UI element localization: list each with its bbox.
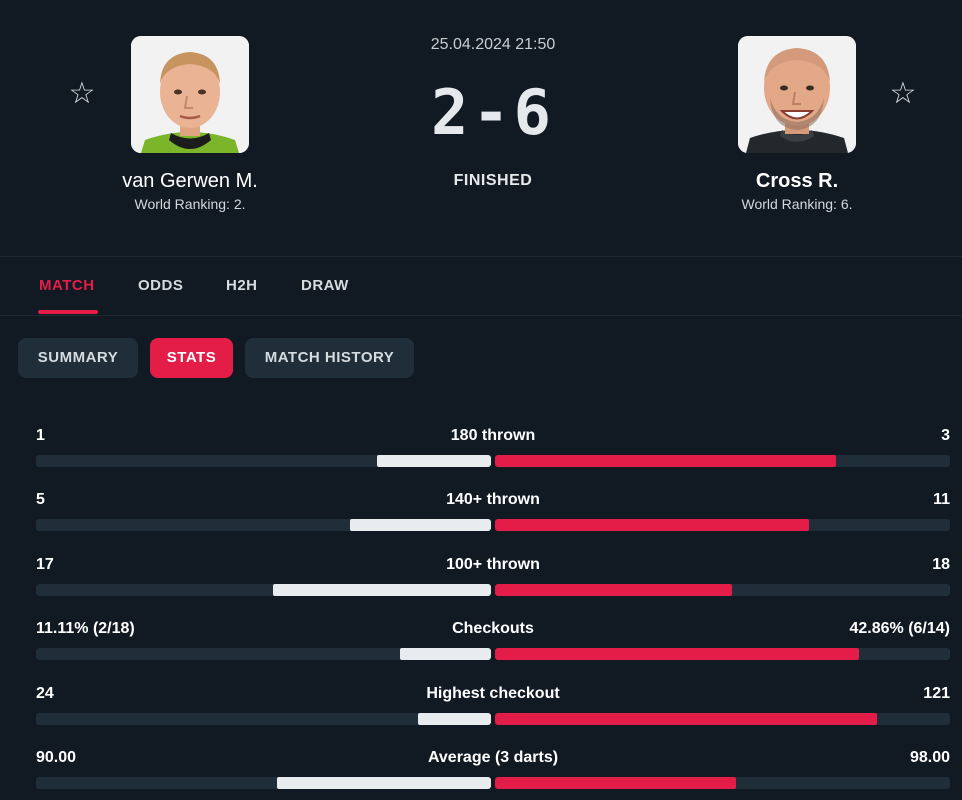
stat-home-bar [400, 648, 491, 660]
subtab-stats[interactable]: STATS [150, 338, 233, 378]
stat-away-bar-track [495, 584, 950, 596]
subtab-match-history[interactable]: MATCH HISTORY [245, 338, 414, 378]
favorite-home-star-icon[interactable]: ☆ [68, 77, 96, 110]
stat-away-value: 18 [932, 556, 950, 573]
header-divider [0, 256, 962, 257]
stat-home-bar [272, 584, 491, 596]
tab-match[interactable]: MATCH [39, 277, 95, 294]
away-player-ranking: World Ranking: 6. [741, 196, 853, 212]
stat-away-value: 42.86% (6/14) [849, 620, 950, 637]
stat-home-bar-track [36, 455, 491, 467]
stat-home-bar-track [36, 713, 491, 725]
stat-label: 140+ thrown [446, 491, 540, 508]
active-tab-indicator [38, 310, 98, 314]
stat-away-value: 121 [923, 685, 950, 702]
stat-away-value: 98.00 [909, 749, 950, 766]
tab-draw[interactable]: DRAW [301, 277, 349, 294]
favorite-away-star-icon[interactable]: ☆ [889, 77, 917, 110]
stat-home-bar-track [36, 519, 491, 531]
match-score: 2-6 [431, 76, 555, 149]
stat-home-value: 24 [36, 685, 54, 702]
away-player-name[interactable]: Cross R. [755, 170, 839, 192]
tab-odds[interactable]: ODDS [138, 277, 184, 294]
home-player-name[interactable]: van Gerwen M. [122, 170, 258, 192]
stat-row: 90.00 Average (3 darts) 98.00 [36, 749, 950, 789]
stat-home-bar-track [36, 584, 491, 596]
stat-away-value: 11 [933, 491, 950, 508]
match-header: ☆ van Gerwen M. World Ranking: 2. 25.04.… [0, 0, 962, 256]
stat-away-value: 3 [941, 427, 950, 444]
subtab-summary[interactable]: SUMMARY [18, 338, 138, 378]
stat-row: 11.11% (2/18) Checkouts 42.86% (6/14) [36, 620, 950, 660]
stat-away-bar-track [495, 519, 950, 531]
stat-away-bar [495, 584, 732, 596]
stat-away-bar-track [495, 648, 950, 660]
away-player-avatar[interactable] [738, 36, 856, 153]
stat-label: 100+ thrown [446, 556, 540, 573]
stat-label: Average (3 darts) [427, 749, 559, 766]
stat-row: 1 180 thrown 3 [36, 427, 950, 467]
match-status: FINISHED [453, 172, 533, 189]
stat-away-bar [495, 648, 859, 660]
tab-h2h[interactable]: H2H [226, 277, 258, 294]
main-tabs: MATCH ODDS H2H DRAW [0, 257, 962, 315]
stat-row: 5 140+ thrown 11 [36, 491, 950, 531]
stat-label: Highest checkout [426, 685, 560, 702]
match-datetime: 25.04.2024 21:50 [430, 36, 556, 53]
home-player-ranking: World Ranking: 2. [134, 196, 246, 212]
stat-label: 180 thrown [450, 427, 536, 444]
stat-home-bar [277, 777, 491, 789]
stat-away-bar [495, 777, 737, 789]
stat-home-value: 17 [36, 556, 54, 573]
stat-away-bar [495, 455, 837, 467]
stat-home-value: 90.00 [36, 749, 77, 766]
stat-away-bar-track [495, 777, 950, 789]
stat-home-value: 1 [36, 427, 45, 444]
tabs-divider [0, 315, 962, 316]
stat-away-bar-track [495, 455, 950, 467]
stat-home-value: 11.11% (2/18) [36, 620, 135, 637]
stat-away-bar [495, 519, 809, 531]
stat-label: Checkouts [452, 620, 534, 637]
stat-row: 24 Highest checkout 121 [36, 685, 950, 725]
stat-home-bar-track [36, 648, 491, 660]
home-player-avatar[interactable] [131, 36, 249, 153]
stat-home-bar-track [36, 777, 491, 789]
stat-home-value: 5 [36, 491, 45, 508]
stat-home-bar [349, 519, 491, 531]
stat-home-bar [377, 455, 491, 467]
stat-row: 17 100+ thrown 18 [36, 556, 950, 596]
stat-away-bar [495, 713, 878, 725]
stat-home-bar [418, 713, 491, 725]
stat-away-bar-track [495, 713, 950, 725]
